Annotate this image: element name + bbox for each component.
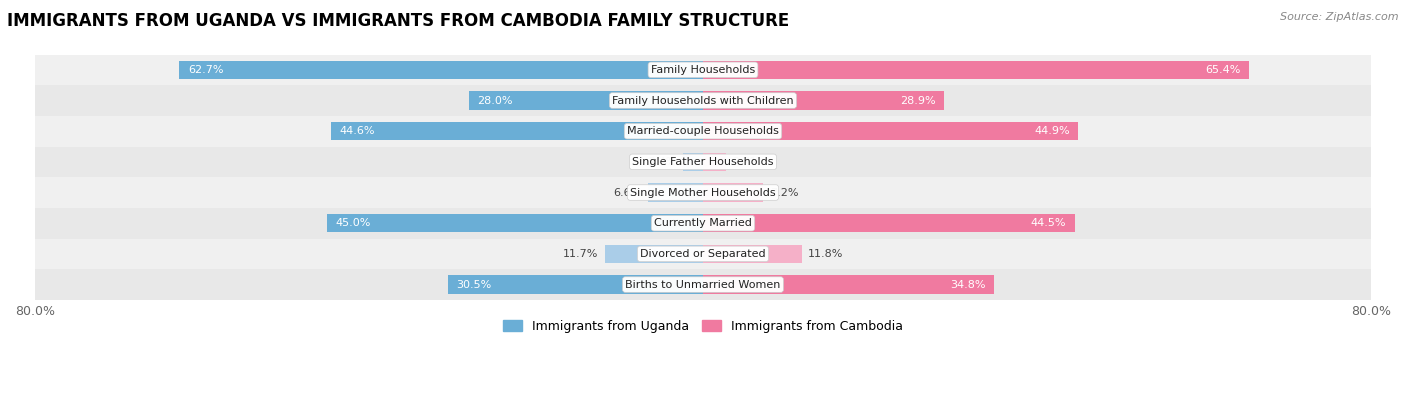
Text: 7.2%: 7.2% — [770, 188, 799, 198]
Bar — [703, 183, 763, 202]
Bar — [35, 147, 1371, 177]
Bar — [35, 55, 1371, 85]
Text: 6.6%: 6.6% — [613, 188, 641, 198]
Bar — [703, 214, 1074, 232]
Bar — [330, 122, 703, 140]
Bar — [703, 91, 945, 110]
Text: 2.4%: 2.4% — [648, 157, 676, 167]
Text: 34.8%: 34.8% — [949, 280, 986, 290]
Bar — [470, 91, 703, 110]
Text: 62.7%: 62.7% — [188, 65, 224, 75]
Bar — [606, 245, 703, 263]
Text: Single Mother Households: Single Mother Households — [630, 188, 776, 198]
Text: Family Households with Children: Family Households with Children — [612, 96, 794, 105]
Text: Currently Married: Currently Married — [654, 218, 752, 228]
Bar — [683, 152, 703, 171]
Legend: Immigrants from Uganda, Immigrants from Cambodia: Immigrants from Uganda, Immigrants from … — [499, 315, 907, 338]
Bar — [703, 152, 725, 171]
Bar — [703, 61, 1249, 79]
Bar — [703, 245, 801, 263]
Bar — [180, 61, 703, 79]
Text: 44.6%: 44.6% — [339, 126, 374, 136]
Text: Source: ZipAtlas.com: Source: ZipAtlas.com — [1281, 12, 1399, 22]
Bar — [449, 275, 703, 294]
Text: 11.8%: 11.8% — [808, 249, 844, 259]
Text: 28.9%: 28.9% — [900, 96, 936, 105]
Text: 30.5%: 30.5% — [457, 280, 492, 290]
Bar — [648, 183, 703, 202]
Text: 2.7%: 2.7% — [733, 157, 761, 167]
Bar — [35, 269, 1371, 300]
Text: 28.0%: 28.0% — [478, 96, 513, 105]
Bar — [35, 85, 1371, 116]
Bar — [703, 275, 994, 294]
Bar — [35, 208, 1371, 239]
Text: IMMIGRANTS FROM UGANDA VS IMMIGRANTS FROM CAMBODIA FAMILY STRUCTURE: IMMIGRANTS FROM UGANDA VS IMMIGRANTS FRO… — [7, 12, 789, 30]
Text: Married-couple Households: Married-couple Households — [627, 126, 779, 136]
Text: 65.4%: 65.4% — [1205, 65, 1240, 75]
Text: 11.7%: 11.7% — [564, 249, 599, 259]
Bar — [35, 239, 1371, 269]
Text: Single Father Households: Single Father Households — [633, 157, 773, 167]
Bar — [35, 116, 1371, 147]
Bar — [703, 122, 1078, 140]
Bar — [328, 214, 703, 232]
Text: Divorced or Separated: Divorced or Separated — [640, 249, 766, 259]
Text: 45.0%: 45.0% — [336, 218, 371, 228]
Bar — [35, 177, 1371, 208]
Text: 44.5%: 44.5% — [1031, 218, 1066, 228]
Text: Births to Unmarried Women: Births to Unmarried Women — [626, 280, 780, 290]
Text: 44.9%: 44.9% — [1033, 126, 1070, 136]
Text: Family Households: Family Households — [651, 65, 755, 75]
